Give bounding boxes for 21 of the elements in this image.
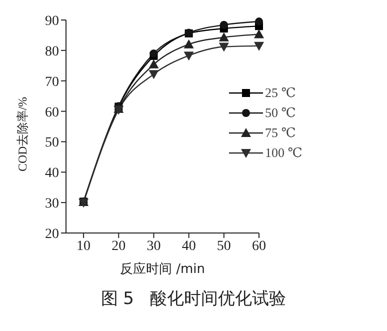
legend-label: 50 ℃ [265, 105, 296, 121]
legend-label: 25 ℃ [265, 85, 296, 101]
y-tick-label: 80 [45, 44, 59, 60]
x-tick-label: 10 [76, 238, 91, 254]
x-tick-label: 20 [112, 238, 126, 254]
y-tick-label: 50 [45, 136, 59, 151]
y-tick-label: 20 [45, 226, 59, 242]
y-tick-label: 70 [45, 74, 59, 90]
x-tick-label: 30 [146, 238, 161, 254]
y-tick-label: 40 [45, 166, 59, 182]
y-tick-label: 60 [45, 105, 59, 120]
legend-label: 75 ℃ [265, 125, 296, 141]
y-axis-title: COD去除率/% [15, 96, 30, 172]
y-tick-label: 90 [45, 14, 59, 29]
legend-label: 100 ℃ [265, 145, 302, 161]
y-tick-label: 30 [45, 196, 59, 212]
x-axis-title: 反应时间 /min [120, 261, 206, 277]
x-tick-label: 40 [182, 238, 196, 254]
x-tick-label: 60 [252, 238, 266, 254]
text: 图 5 酸化时间优化试验 [100, 288, 288, 310]
x-tick-label: 50 [216, 238, 231, 254]
